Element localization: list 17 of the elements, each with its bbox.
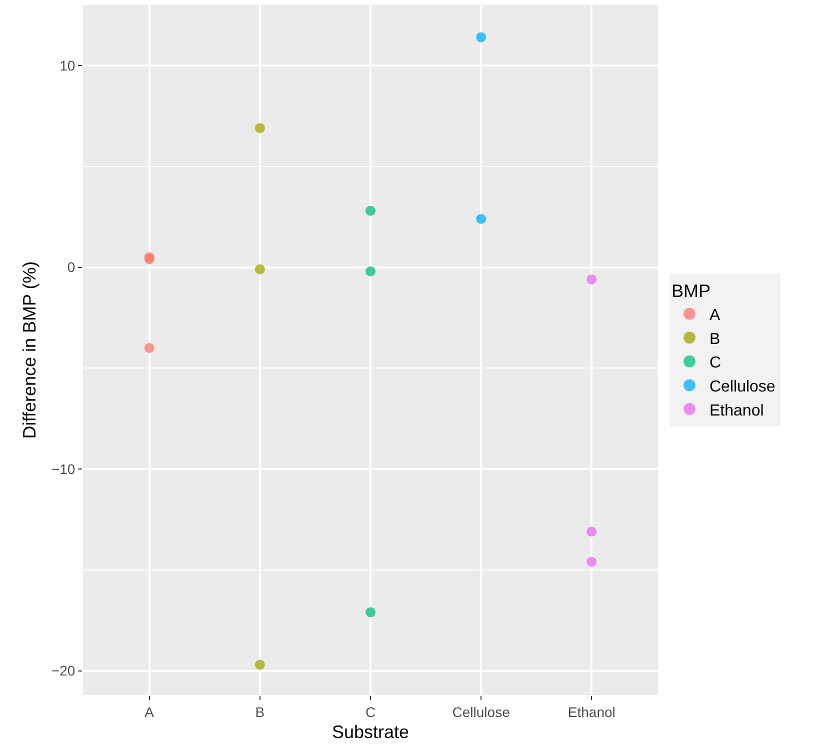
x-axis-title: Substrate bbox=[332, 722, 410, 742]
legend-label: Ethanol bbox=[710, 402, 764, 420]
y-axis-title: Difference in BMP (%) bbox=[20, 261, 40, 439]
y-tick-label: 10 bbox=[60, 57, 76, 74]
y-tick-label: −10 bbox=[51, 460, 76, 477]
y-tick-label: 0 bbox=[67, 259, 76, 276]
legend-label: B bbox=[710, 330, 720, 348]
x-tick-label: A bbox=[144, 704, 155, 720]
y-tick-label: −20 bbox=[51, 662, 76, 679]
legend-label: A bbox=[710, 307, 720, 324]
x-tick-label: Cellulose bbox=[452, 704, 510, 720]
x-tick-label: B bbox=[255, 704, 265, 720]
legend-label: C bbox=[710, 354, 722, 372]
x-tick-label: Ethanol bbox=[568, 704, 616, 720]
legend-title: BMP bbox=[672, 280, 711, 301]
x-tick-label: C bbox=[365, 704, 376, 720]
legend-label: Cellulose bbox=[710, 378, 776, 396]
